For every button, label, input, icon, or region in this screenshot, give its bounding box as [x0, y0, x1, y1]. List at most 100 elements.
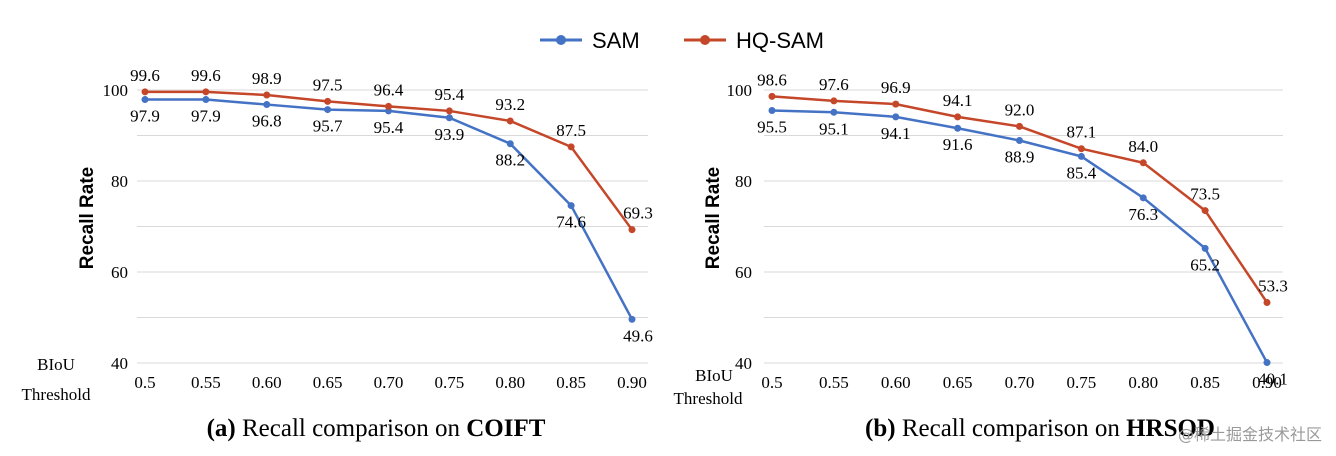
y-tick-label: 80: [735, 172, 752, 191]
y-tick-label: 80: [111, 172, 128, 191]
caption-dataset: HRSOD: [1126, 415, 1215, 442]
data-point: [768, 92, 776, 100]
x-tick-label: 0.80: [495, 373, 525, 392]
data-label: 88.9: [1005, 148, 1035, 167]
x-tick-labels: 0.5 0.55 0.60 0.65 0.70 0.75 0.80 0.85 0.90: [134, 373, 647, 392]
y-axis-title: Recall Rate: [703, 167, 724, 269]
legend: SAM HQ-SAM: [540, 28, 824, 53]
legend-label-hqsam: HQ-SAM: [736, 28, 824, 53]
series-hqsam: 98.6 97.6 96.9 94.1 92.0 87.1 84.0 73.5 53.3: [757, 70, 1288, 306]
data-point: [202, 88, 210, 96]
data-label: 95.7: [313, 117, 343, 136]
caption-hrsod: (b) Recall comparison on HRSOD: [865, 415, 1215, 442]
legend-item-sam: SAM: [540, 28, 640, 53]
caption-text: Recall comparison on: [896, 415, 1127, 442]
gridlines: [764, 89, 1283, 364]
data-label: 97.5: [313, 75, 343, 94]
y-tick-label: 100: [727, 81, 753, 100]
data-label: 76.3: [1128, 205, 1158, 224]
data-label: 97.9: [191, 107, 221, 126]
data-label: 69.3: [623, 204, 653, 223]
data-point: [1139, 159, 1147, 167]
data-point: [1077, 145, 1085, 153]
data-point: [506, 140, 514, 148]
x-tick-label: 0.55: [819, 373, 849, 392]
x-tick-label: 0.85: [556, 373, 586, 392]
data-point: [445, 107, 453, 115]
data-point: [954, 113, 962, 121]
caption-prefix: (a): [207, 415, 236, 442]
caption-dataset: COIFT: [466, 415, 546, 442]
data-point: [768, 106, 776, 114]
data-point: [830, 97, 838, 105]
x-tick-label: 0.75: [1067, 373, 1097, 392]
data-point: [263, 91, 271, 99]
x-axis-title-line1: BIoU: [695, 366, 733, 385]
data-label: 95.4: [435, 85, 465, 104]
data-label: 98.6: [757, 70, 787, 89]
data-point: [1263, 359, 1271, 367]
data-label: 95.4: [374, 118, 404, 137]
data-point: [1077, 152, 1085, 160]
data-point: [263, 101, 271, 109]
data-label: 74.6: [556, 213, 586, 232]
data-point: [324, 106, 332, 114]
data-label: 96.9: [881, 78, 911, 97]
x-tick-labels: 0.5 0.55 0.60 0.65 0.70 0.75 0.80 0.85 0.90: [761, 373, 1282, 392]
data-label: 87.5: [556, 121, 586, 140]
chart-panel-hrsod: Recall Rate BIoU Threshold 100 80 60 40 0.5…: [674, 70, 1288, 442]
caption-prefix: (b): [865, 415, 896, 442]
data-label: 85.4: [1067, 163, 1097, 182]
data-label: 65.2: [1190, 255, 1220, 274]
data-label: 94.1: [881, 124, 911, 143]
x-axis-title-line2: Threshold: [22, 385, 91, 404]
y-tick-labels: 100 80 60 40: [727, 81, 753, 373]
data-label: 96.8: [252, 112, 282, 131]
x-tick-label: 0.5: [761, 373, 782, 392]
data-label: 92.0: [1005, 100, 1035, 119]
data-label: 53.3: [1258, 276, 1288, 295]
y-tick-label: 60: [735, 263, 752, 282]
caption-coift: (a) Recall comparison on COIFT: [207, 415, 546, 442]
legend-label-sam: SAM: [592, 28, 640, 53]
data-point: [506, 117, 514, 125]
gridlines: [137, 89, 648, 364]
data-label: 99.6: [191, 66, 221, 85]
y-axis-title: Recall Rate: [77, 167, 98, 269]
data-point: [1201, 207, 1209, 215]
x-tick-label: 0.70: [374, 373, 404, 392]
data-label: 93.9: [435, 125, 465, 144]
data-label: 40.1: [1258, 370, 1288, 389]
y-tick-label: 100: [103, 81, 129, 100]
legend-item-hqsam: HQ-SAM: [684, 28, 824, 53]
series-sam: 97.9 97.9 96.8 95.7 95.4 93.9 88.2 74.6 49.6: [130, 96, 653, 345]
data-label: 97.9: [130, 107, 160, 126]
data-point: [1263, 298, 1271, 306]
data-point: [1201, 244, 1209, 252]
x-tick-label: 0.60: [881, 373, 911, 392]
data-label: 88.2: [495, 151, 525, 170]
data-label: 93.2: [495, 95, 525, 114]
data-label: 84.0: [1128, 137, 1158, 156]
watermark: @稀土掘金技术社区: [1178, 425, 1322, 444]
data-label: 97.6: [819, 75, 849, 94]
data-point: [628, 315, 636, 323]
data-point: [892, 100, 900, 108]
x-tick-label: 0.75: [435, 373, 465, 392]
data-point: [567, 143, 575, 151]
y-tick-label: 40: [735, 354, 752, 373]
data-label: 95.5: [757, 117, 787, 136]
data-label: 91.6: [943, 135, 973, 154]
data-point: [1016, 137, 1023, 145]
data-point: [141, 96, 149, 104]
series-sam: 95.5 95.1 94.1 91.6 88.9 85.4 76.3 65.2 40.1: [757, 106, 1288, 389]
data-label: 94.1: [943, 91, 973, 110]
data-point: [954, 124, 962, 132]
data-label: 98.9: [252, 69, 282, 88]
x-tick-label: 0.90: [1252, 373, 1282, 392]
data-point: [830, 108, 838, 116]
x-tick-label: 0.55: [191, 373, 221, 392]
data-label: 96.4: [374, 80, 404, 99]
x-tick-label: 0.80: [1128, 373, 1158, 392]
